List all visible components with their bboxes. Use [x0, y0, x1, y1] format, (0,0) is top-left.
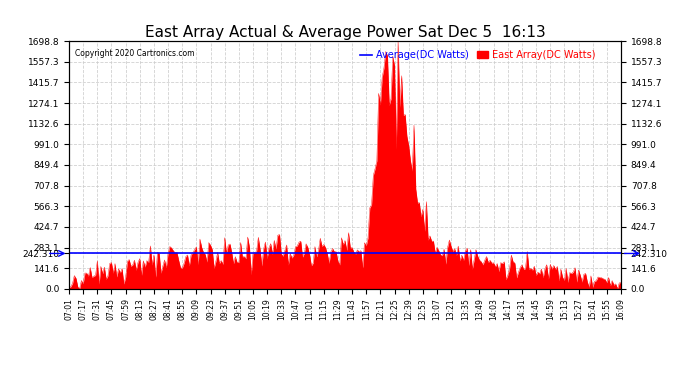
Title: East Array Actual & Average Power Sat Dec 5  16:13: East Array Actual & Average Power Sat De… [145, 25, 545, 40]
Legend: Average(DC Watts), East Array(DC Watts): Average(DC Watts), East Array(DC Watts) [357, 46, 600, 64]
Text: Copyright 2020 Cartronics.com: Copyright 2020 Cartronics.com [75, 49, 194, 58]
